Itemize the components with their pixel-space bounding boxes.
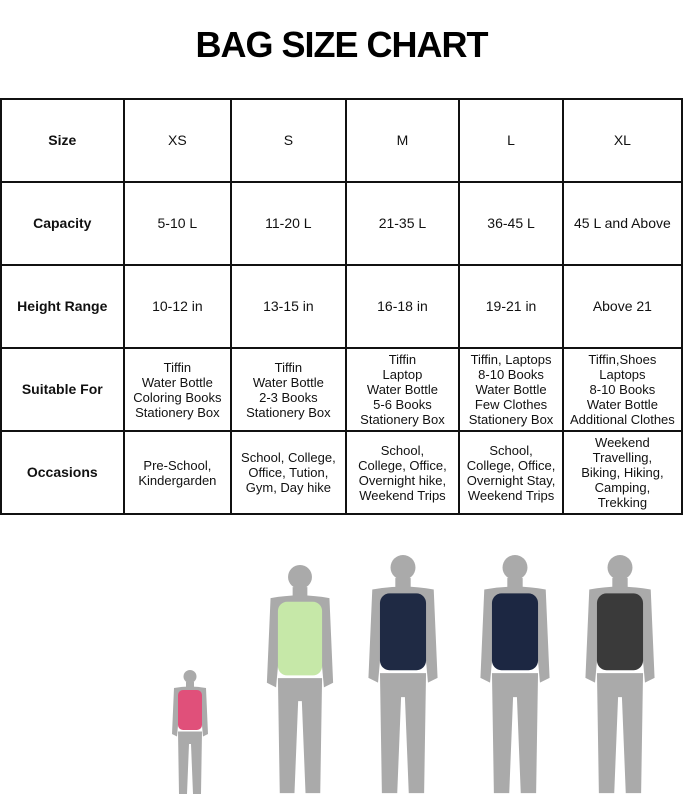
row-header: Occasions — [0, 430, 125, 515]
backpack — [491, 593, 539, 671]
table-cell: 19-21 in — [458, 264, 564, 349]
table-cell: M — [344, 98, 461, 183]
person-figure-xs — [172, 670, 208, 794]
backpack — [596, 593, 644, 671]
table-cell: 10-12 in — [122, 264, 233, 349]
person-figure-l — [480, 555, 550, 794]
table-cell: XL — [561, 98, 683, 183]
backpack — [178, 690, 202, 730]
person-figure-xl — [585, 555, 655, 794]
table-cell: School, College, Office, Tution, Gym, Da… — [230, 430, 347, 515]
size-illustration — [172, 555, 655, 794]
backpack — [277, 601, 323, 676]
table-cell: 21-35 L — [344, 181, 461, 266]
table-cell: Tiffin,Shoes Laptops 8-10 Books Water Bo… — [561, 347, 683, 432]
person-figure-m — [368, 555, 438, 794]
table-cell: School, College, Office, Overnight Stay,… — [458, 430, 564, 515]
table-cell: Tiffin Water Bottle Coloring Books Stati… — [122, 347, 233, 432]
table-cell: L — [458, 98, 564, 183]
table-row: Height Range 10-12 in 13-15 in 16-18 in 19-2… — [0, 264, 683, 349]
table-cell: S — [230, 98, 347, 183]
table-cell: XS — [122, 98, 233, 183]
table-row: Suitable For Tiffin Water Bottle Coloring… — [0, 347, 683, 432]
table-cell: Tiffin Water Bottle 2-3 Books Stationery… — [230, 347, 347, 432]
row-header: Height Range — [0, 264, 125, 349]
row-header: Capacity — [0, 181, 125, 266]
chart-title: BAG SIZE CHART — [195, 24, 489, 65]
table-row: Size XS S M L XL — [0, 98, 683, 183]
table-cell: School, College, Office, Overnight hike,… — [344, 430, 461, 515]
table-cell: 5-10 L — [122, 181, 233, 266]
table-cell: 11-20 L — [230, 181, 347, 266]
row-header: Size — [0, 98, 125, 183]
table-cell: Pre-School, Kindergarden — [122, 430, 233, 515]
table-cell: 13-15 in — [230, 264, 347, 349]
table-row: Occasions Pre-School, Kindergarden School,… — [0, 430, 683, 515]
person-figure-s — [266, 565, 334, 794]
table-cell: 45 L and Above — [561, 181, 683, 266]
table-cell: Above 21 — [561, 264, 683, 349]
row-header: Suitable For — [0, 347, 125, 432]
table-row: Capacity 5-10 L 11-20 L 21-35 L 36-45 L 45 L … — [0, 181, 683, 266]
table-cell: 16-18 in — [344, 264, 461, 349]
table-cell: Weekend Travelling, Biking, Hiking, Camp… — [561, 430, 683, 515]
table-cell: 36-45 L — [458, 181, 564, 266]
backpack — [379, 593, 427, 671]
table-cell: Tiffin Laptop Water Bottle 5-6 Books Sta… — [344, 347, 461, 432]
table-cell: Tiffin, Laptops 8-10 Books Water Bottle … — [458, 347, 564, 432]
